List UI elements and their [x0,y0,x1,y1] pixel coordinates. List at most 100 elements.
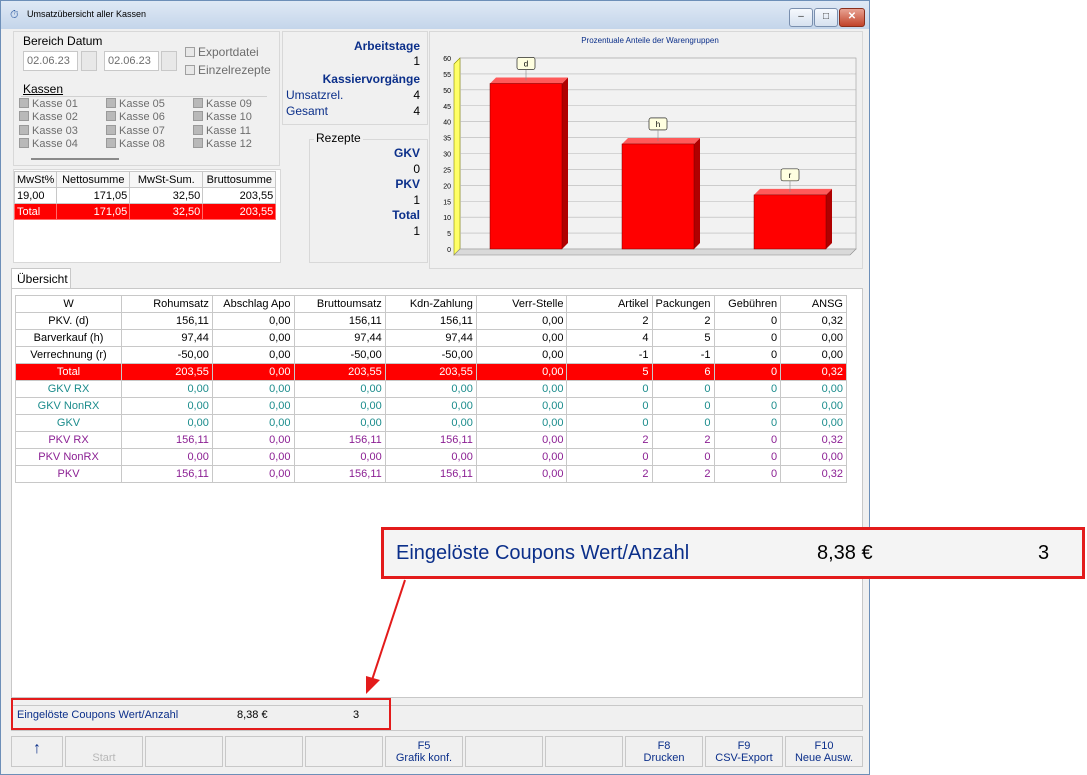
f10-neue-auswertung-button[interactable]: F10 Neue Ausw. [785,736,863,767]
y-tick-label: 45 [443,104,451,111]
kasse-06-checkbox[interactable]: Kasse 06 [106,111,165,123]
bar-side [562,77,568,249]
kasse-09-checkbox[interactable]: Kasse 09 [193,98,252,110]
total-value: 1 [413,224,420,238]
column-header[interactable]: Packungen [651,295,715,313]
kassen-label: Kassen [23,82,64,96]
gesamt-label: Gesamt [286,104,329,118]
table-row[interactable]: GKV RX 0,00 0,00 0,00 0,00 0,00 0 0 0 0,00 [14,380,847,398]
coupons-value-large: 8,38 € [817,542,873,564]
table-row[interactable]: PKV NonRX 0,00 0,00 0,00 0,00 0,00 0 0 0 0,00 [14,448,847,466]
checkbox-icon [193,98,203,108]
pkv-label: PKV [395,177,420,191]
bar-d [489,83,563,250]
kassen-scrollbar[interactable] [31,158,119,160]
bereich-datum-label: Bereich Datum [23,34,103,48]
column-header[interactable]: Verr-Stelle [475,295,568,313]
coupons-label-large: Eingelöste Coupons Wert/Anzahl [396,542,690,564]
column-header[interactable]: Gebühren [713,295,782,313]
einzelrezepte-checkbox[interactable] [185,65,195,75]
app-icon: ⏱ [10,9,19,21]
kasse-04-checkbox[interactable]: Kasse 04 [19,138,78,150]
bar-top [754,188,832,195]
minimize-button[interactable]: – [789,8,813,27]
kasse-03-checkbox[interactable]: Kasse 03 [19,125,78,137]
mwst-total-row[interactable]: Total 171,05 32,50 203,55 [13,203,277,220]
checkbox-icon [106,111,116,121]
f8-drucken-button[interactable]: F8 Drucken [625,736,703,767]
y-tick-label: 50 [443,88,451,95]
total-row[interactable]: Total 203,55 0,00 203,55 203,55 0,00 5 6 0 0,32 [14,363,847,381]
y-tick-label: 55 [443,72,451,79]
table-row[interactable]: 19,00 171,05 32,50 203,55 [13,187,277,204]
date-from-picker[interactable] [81,51,97,71]
rezepte-group [309,139,428,263]
column-header[interactable]: Artikel [566,295,653,313]
kasse-08-checkbox[interactable]: Kasse 08 [106,138,165,150]
chart-panel: Prozentuale Anteile der Warengruppen d h r… [429,31,863,269]
coupons-bar [11,705,863,731]
kasse-10-checkbox[interactable]: Kasse 10 [193,111,252,123]
bar-h [621,143,695,250]
y-tick-label: 60 [443,56,451,63]
f4-button[interactable] [305,736,383,767]
window-title: Umsatzübersicht aller Kassen [27,9,147,19]
table-row[interactable]: PKV 156,11 0,00 156,11 156,11 0,00 2 2 0 0,32 [14,465,847,483]
bar-side [826,188,832,249]
checkbox-icon [193,138,203,148]
column-header[interactable]: Abschlag Apo [211,295,295,313]
f6-button[interactable] [465,736,543,767]
y-tick-label: 0 [447,247,451,254]
kasse-12-checkbox[interactable]: Kasse 12 [193,138,252,150]
kasse-07-checkbox[interactable]: Kasse 07 [106,125,165,137]
coupons-value-small: 8,38 € [237,709,268,721]
umsatzrel-label: Umsatzrel. [286,88,344,102]
close-button[interactable]: ✕ [839,8,865,27]
coupons-count-large: 3 [1038,542,1050,564]
kasse-05-checkbox[interactable]: Kasse 05 [106,98,165,110]
gkv-label: GKV [393,146,420,160]
date-from-field[interactable]: 02.06.23 [23,51,78,71]
checkbox-icon [19,98,29,108]
bar-top [490,77,568,84]
coupons-count-small: 3 [353,709,360,721]
f5-grafik-button[interactable]: F5 Grafik konf. [385,736,463,767]
gesamt-value: 4 [413,104,420,118]
main-window: ⏱ Umsatzübersicht aller Kassen – □ ✕ Ber… [0,0,870,775]
y-tick-label: 30 [443,152,451,159]
f9-csv-export-button[interactable]: F9 CSV-Export [705,736,783,767]
pkv-value: 1 [413,193,420,207]
rezepte-label: Rezepte [314,131,363,145]
bar-category-label: d [524,59,528,68]
checkbox-icon [106,98,116,108]
start-button[interactable]: Start [65,736,143,767]
column-header[interactable]: ANSG [780,295,847,313]
f7-button[interactable] [545,736,623,767]
up-button[interactable]: ↑ [11,736,63,767]
column-header[interactable]: Kdn-Zahlung [384,295,477,313]
exportdatei-checkbox[interactable] [185,47,195,57]
bar-top [622,137,700,144]
warengruppen-chart: Prozentuale Anteile der Warengruppen d h r… [443,36,857,256]
checkbox-icon [19,125,29,135]
arbeitstage-value: 1 [413,54,420,68]
kasse-02-checkbox[interactable]: Kasse 02 [19,111,78,123]
bar-category-label: r [789,171,792,180]
y-tick-label: 10 [443,215,451,222]
umsatzrel-value: 4 [413,88,420,102]
f2-button[interactable] [145,736,223,767]
y-tick-label: 25 [443,167,451,174]
kasse-11-checkbox[interactable]: Kasse 11 [193,125,251,137]
einzelrezepte-label: Einzelrezepte [198,63,271,77]
title-bar: ⏱ Umsatzübersicht aller Kassen – □ ✕ [1,1,869,29]
mwst-table: MwSt% Nettosumme MwSt-Sum. Bruttosumme 1… [13,171,277,220]
maximize-button[interactable]: □ [814,8,838,27]
kasse-01-checkbox[interactable]: Kasse 01 [19,98,78,110]
y-tick-label: 15 [443,199,451,206]
f3-button[interactable] [225,736,303,767]
tab-uebersicht[interactable]: Übersicht [11,268,71,288]
date-to-picker[interactable] [161,51,177,71]
table-row[interactable]: GKV 0,00 0,00 0,00 0,00 0,00 0 0 0 0,00 [14,414,847,432]
column-header[interactable]: Bruttoumsatz [293,295,386,313]
date-to-field[interactable]: 02.06.23 [104,51,159,71]
